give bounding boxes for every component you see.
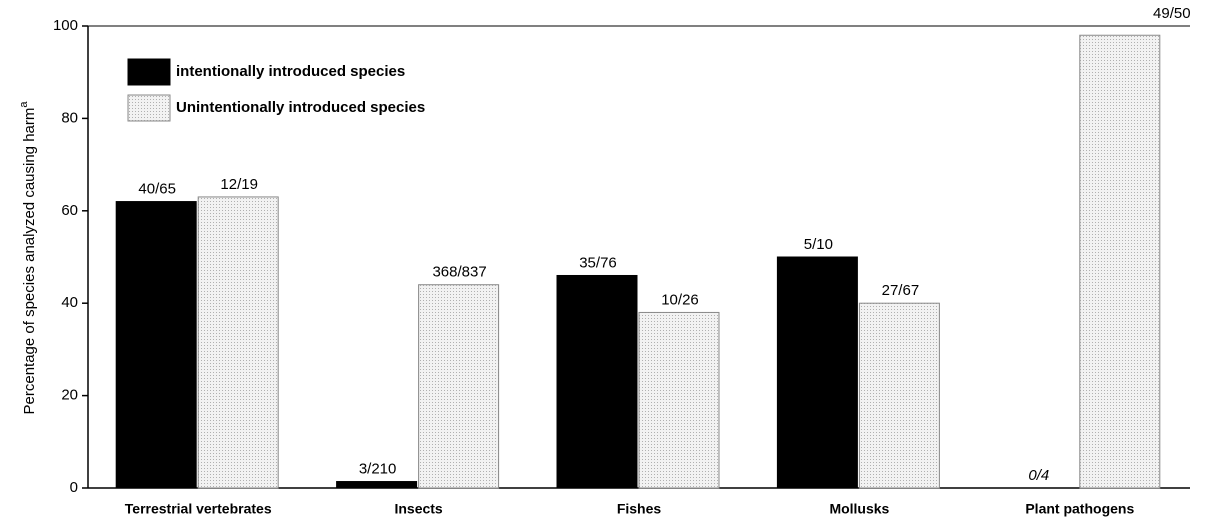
y-tick-label: 40 (61, 294, 78, 311)
legend-label: Unintentionally introduced species (176, 99, 425, 116)
legend-swatch (127, 94, 171, 122)
bar (197, 196, 279, 489)
x-tick-label: Terrestrial vertebrates (125, 501, 272, 517)
bar (776, 256, 858, 489)
value-label: 5/10 (804, 236, 833, 253)
value-label: 368/837 (432, 264, 486, 281)
value-label: 35/76 (579, 254, 617, 271)
y-axis-label-text: Percentage of species analyzed causing h… (21, 108, 38, 415)
bar (1079, 34, 1161, 489)
x-tick-label: Insects (394, 501, 442, 517)
value-label: 27/67 (882, 282, 920, 299)
bar (418, 284, 500, 489)
x-tick-label: Fishes (617, 501, 662, 517)
value-label: 12/19 (220, 176, 258, 193)
bar (638, 311, 720, 489)
y-tick-label: 80 (61, 109, 78, 126)
bar (858, 302, 940, 489)
legend-swatch (127, 58, 171, 86)
y-tick-label: 0 (70, 479, 78, 496)
y-tick-label: 20 (61, 387, 78, 404)
y-tick-label: 60 (61, 202, 78, 219)
y-axis-label: Percentage of species analyzed causing h… (18, 101, 38, 415)
value-label: 3/210 (359, 461, 397, 478)
bar (556, 274, 638, 489)
x-tick-label: Mollusks (829, 501, 889, 517)
bar (336, 481, 418, 489)
value-label: 10/26 (661, 291, 699, 308)
value-label: 0/4 (1028, 467, 1049, 484)
value-label: 49/50 (1153, 5, 1191, 22)
bar (115, 201, 197, 489)
y-axis-label-superscript: a (18, 101, 30, 108)
x-tick-label: Plant pathogens (1025, 501, 1134, 517)
value-label: 40/65 (138, 181, 176, 198)
y-tick-label: 100 (53, 17, 78, 34)
legend-label: intentionally introduced species (176, 63, 405, 80)
